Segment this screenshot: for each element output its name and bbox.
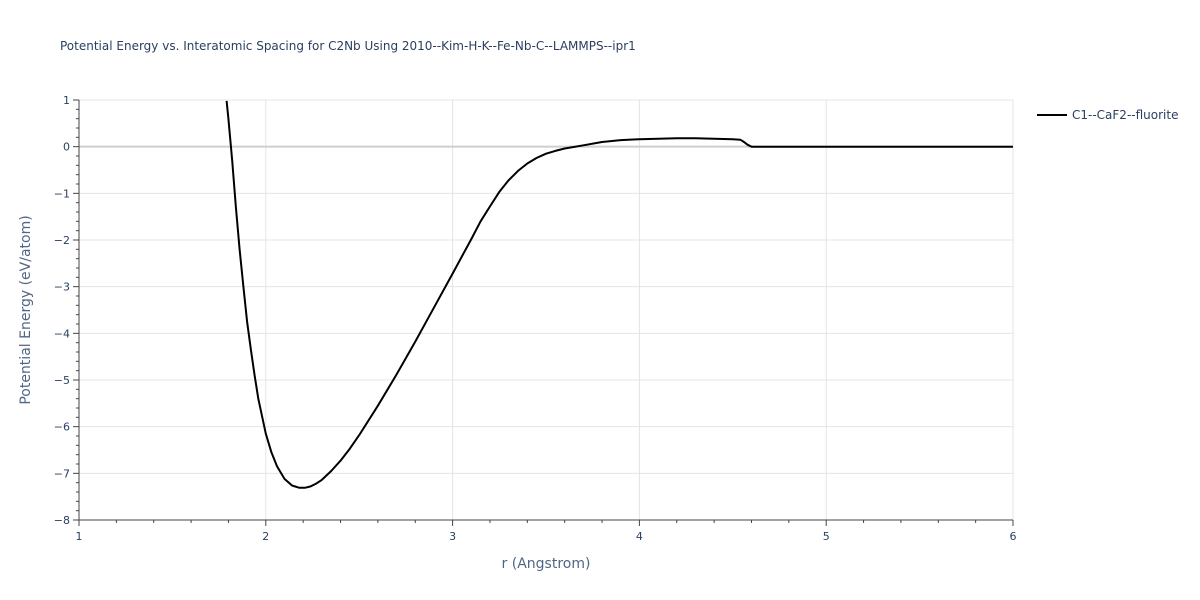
- y-tick-label: −1: [54, 187, 70, 200]
- axes: [78, 100, 1013, 521]
- y-tick-label: −3: [54, 281, 70, 294]
- grid: [79, 99, 1014, 520]
- x-tick-label: 3: [449, 530, 456, 543]
- x-tick-label: 2: [262, 530, 269, 543]
- x-axis-label: r (Angstrom): [502, 556, 591, 572]
- y-tick-label: 0: [63, 141, 70, 154]
- y-tick-label: −2: [54, 234, 70, 247]
- y-axis-label: Potential Energy (eV/atom): [18, 215, 34, 404]
- y-tick-label: −8: [54, 514, 70, 527]
- legend[interactable]: C1--CaF2--fluorite: [1037, 108, 1178, 122]
- chart-title: Potential Energy vs. Interatomic Spacing…: [60, 39, 636, 53]
- x-tick-label: 6: [1010, 530, 1017, 543]
- y-tick-label: −5: [54, 374, 70, 387]
- series-line-0: [225, 100, 1013, 489]
- y-tick-label: −7: [54, 467, 70, 480]
- x-tick-label: 1: [76, 530, 83, 543]
- y-tick-label: 1: [63, 94, 70, 107]
- y-tick-label: −4: [54, 327, 70, 340]
- x-tick-label: 5: [823, 530, 830, 543]
- y-tick-label: −6: [54, 421, 70, 434]
- ticks: 1 2 3 4 5 6 −8 −7 −6 −5 −4 −3 −2 −1 0 1: [54, 94, 1017, 543]
- legend-label: C1--CaF2--fluorite: [1072, 108, 1178, 122]
- x-tick-label: 4: [636, 530, 643, 543]
- series-layer: [225, 100, 1013, 489]
